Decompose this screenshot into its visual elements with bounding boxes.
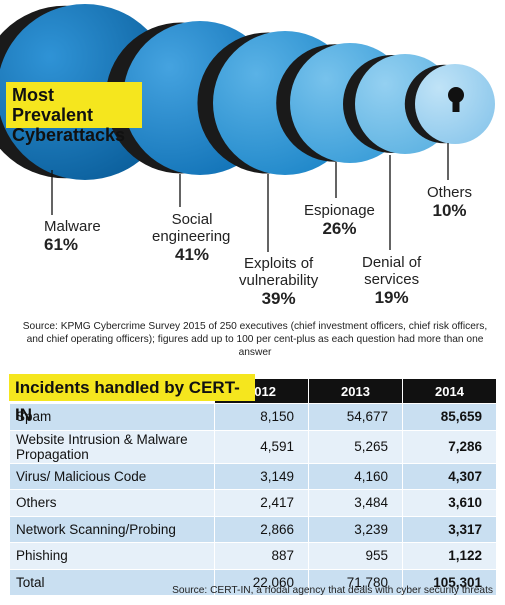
cell-2013: 5,265 — [308, 429, 403, 463]
label-others: Others 10% — [427, 184, 472, 220]
chart-title-line-2: Cyberattacks — [12, 125, 126, 145]
label-denial-pct: 19% — [374, 288, 409, 307]
label-others-name: Others — [427, 184, 473, 201]
label-denial-line-2: services — [364, 271, 420, 288]
table-row: Phishing 887 955 1,122 — [9, 542, 496, 569]
cell-2012: 2,417 — [214, 489, 309, 516]
table-row: Spam 8,150 54,677 85,659 — [9, 403, 496, 430]
label-social-pct: 41% — [174, 245, 210, 264]
label-social-engineering: Social engineering 41% — [152, 211, 232, 264]
chart-title-line-1: Most Prevalent — [12, 85, 94, 125]
column-header-2014: 2014 — [402, 379, 496, 404]
cell-2012: 887 — [214, 542, 309, 569]
row-label: Virus/ Malicious Code — [9, 462, 215, 490]
chart-title: Most Prevalent Cyberattacks — [6, 82, 142, 145]
label-denial-of-services: Denial of services 19% — [362, 254, 421, 307]
label-malware: Malware 61% — [44, 218, 101, 254]
label-espionage-pct: 26% — [322, 219, 357, 238]
label-exploits-pct: 39% — [261, 289, 296, 308]
label-malware-pct: 61% — [44, 235, 79, 254]
cell-2012: 4,591 — [214, 429, 309, 463]
table-row: Others 2,417 3,484 3,610 — [9, 489, 496, 516]
cell-2012: 22,060 — [214, 568, 309, 595]
label-exploits-line-2: vulnerability — [239, 272, 319, 289]
cell-2013: 955 — [308, 542, 403, 569]
survey-source-note: Source: KPMG Cybercrime Survey 2015 of 2… — [22, 321, 488, 358]
cell-2012: 2,866 — [214, 515, 309, 543]
row-label: Others — [9, 489, 215, 516]
cell-2013: 3,239 — [308, 515, 403, 543]
table-title: Incidents handled by CERT-IN — [9, 374, 255, 424]
row-label: Total — [9, 568, 215, 595]
cell-2014: 4,307 — [402, 462, 496, 490]
label-malware-name: Malware — [44, 218, 101, 235]
cell-2013: 71,780 — [308, 568, 403, 595]
row-label: Spam — [9, 403, 215, 430]
cell-2013: 4,160 — [308, 462, 403, 490]
label-espionage-name: Espionage — [304, 202, 375, 219]
cell-2012: 3,149 — [214, 462, 309, 490]
label-exploits: Exploits of vulnerability 39% — [239, 255, 318, 308]
row-label: Website Intrusion & Malware Propagation — [9, 429, 215, 463]
label-social-line-1: Social — [171, 211, 213, 228]
row-label: Network Scanning/Probing — [9, 515, 215, 543]
label-others-pct: 10% — [432, 201, 467, 220]
cell-2014: 3,317 — [402, 515, 496, 543]
table-row-total: Total 22,060 71,780 105,301 — [9, 568, 496, 595]
label-denial-line-1: Denial of — [362, 254, 422, 271]
cell-2012: 8,150 — [214, 403, 309, 430]
table-row: Website Intrusion & Malware Propagation … — [9, 429, 496, 463]
cell-2014: 105,301 — [402, 568, 496, 595]
label-social-line-2: engineering — [152, 228, 231, 245]
cell-2013: 54,677 — [308, 403, 403, 430]
bubble-chart — [0, 4, 495, 252]
table-row: Network Scanning/Probing 2,866 3,239 3,3… — [9, 515, 496, 543]
column-header-2013: 2013 — [308, 379, 403, 404]
row-label: Phishing — [9, 542, 215, 569]
keyhole-icon — [448, 87, 464, 112]
table-source-note: Source: CERT-IN, a nodal agency that dea… — [172, 585, 493, 596]
cell-2014: 7,286 — [402, 429, 496, 463]
table-row: Virus/ Malicious Code 3,149 4,160 4,307 — [9, 462, 496, 490]
label-espionage: Espionage 26% — [304, 202, 375, 238]
cell-2014: 3,610 — [402, 489, 496, 516]
cell-2014: 85,659 — [402, 403, 496, 430]
cell-2014: 1,122 — [402, 542, 496, 569]
cell-2013: 3,484 — [308, 489, 403, 516]
label-exploits-line-1: Exploits of — [244, 255, 314, 272]
